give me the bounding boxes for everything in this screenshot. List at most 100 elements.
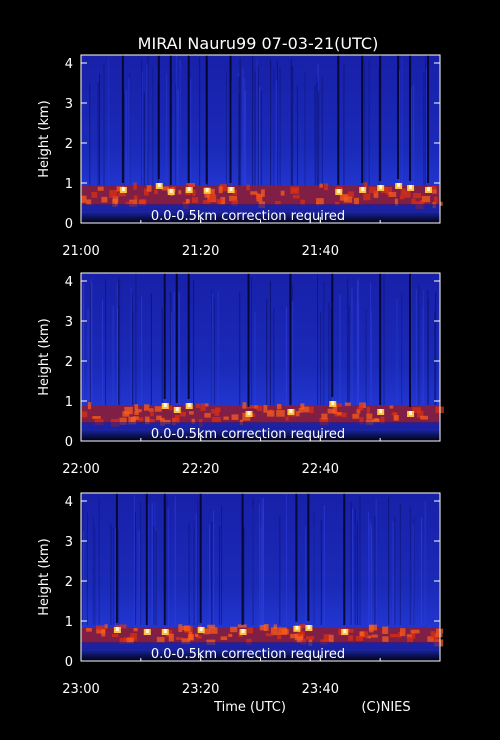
boundary-layer-speck — [292, 195, 300, 199]
boundary-layer-speck — [373, 190, 379, 198]
boundary-layer-speck — [87, 402, 92, 410]
boundary-layer-speck — [114, 624, 120, 629]
boundary-layer-speck — [223, 416, 229, 420]
boundary-layer-speck — [319, 183, 323, 188]
boundary-layer-speck — [216, 199, 222, 204]
boundary-layer-speck — [130, 633, 138, 641]
boundary-layer-speck — [359, 417, 364, 425]
boundary-layer-speck — [96, 629, 106, 634]
cloud-top-core — [163, 403, 167, 407]
boundary-layer-speck — [263, 405, 268, 413]
boundary-layer-speck — [220, 197, 226, 205]
boundary-layer-speck — [270, 627, 278, 636]
boundary-layer-speck — [144, 416, 150, 425]
cloud-top-core — [115, 627, 119, 631]
boundary-layer-speck — [309, 406, 314, 414]
boundary-layer-speck — [388, 191, 397, 197]
boundary-layer-speck — [285, 416, 289, 421]
boundary-layer-speck — [300, 199, 305, 205]
boundary-layer-speck — [82, 411, 88, 418]
boundary-layer-speck — [219, 183, 227, 192]
cloud-top-core — [397, 183, 401, 187]
boundary-layer-speck — [149, 408, 154, 412]
boundary-layer-speck — [185, 198, 190, 204]
boundary-layer-speck — [112, 195, 119, 203]
y-tick-label: 4 — [65, 275, 73, 290]
boundary-layer-speck — [144, 404, 150, 411]
boundary-layer-speck — [194, 633, 199, 637]
boundary-layer-speck — [183, 625, 191, 632]
boundary-layer-speck — [276, 410, 285, 417]
correction-annotation: 0.0-0.5km correction required — [151, 427, 345, 442]
boundary-layer-speck — [347, 191, 354, 198]
cloud-top-core — [379, 185, 383, 189]
boundary-layer-speck — [399, 195, 405, 200]
boundary-layer-speck — [364, 631, 368, 638]
cloud-top-core — [307, 625, 311, 629]
boundary-layer-speck — [208, 193, 216, 202]
cloud-top-core — [295, 625, 299, 630]
boundary-layer-speck — [150, 410, 154, 417]
boundary-layer-speck — [391, 412, 398, 416]
boundary-layer-speck — [316, 198, 324, 205]
boundary-layer-speck — [300, 638, 307, 645]
boundary-layer-speck — [371, 634, 378, 638]
boundary-layer-speck — [214, 410, 220, 416]
cloud-top-core — [163, 629, 167, 633]
boundary-layer-speck — [178, 624, 183, 633]
boundary-layer-speck — [207, 624, 216, 629]
boundary-layer-speck — [231, 199, 238, 206]
boundary-layer-speck — [389, 633, 398, 638]
cloud-top-core — [229, 187, 233, 191]
correction-annotation: 0.0-0.5km correction required — [151, 647, 345, 662]
x-tick-label: 21:20 — [182, 244, 219, 259]
boundary-layer-speck — [81, 195, 87, 203]
cloud-top-core — [187, 403, 191, 407]
boundary-layer-speck — [416, 410, 424, 418]
x-tick-label: 23:20 — [182, 682, 219, 697]
boundary-layer-speck — [259, 625, 267, 631]
boundary-layer-speck — [91, 192, 98, 198]
boundary-layer-speck — [163, 419, 171, 425]
boundary-layer-speck — [138, 199, 147, 206]
boundary-layer-speck — [179, 411, 186, 417]
boundary-layer-speck — [114, 199, 118, 207]
y-tick-label: 1 — [65, 615, 73, 630]
boundary-layer-speck — [368, 624, 378, 631]
boundary-layer-speck — [204, 412, 211, 418]
y-axis-label: Height (km) — [37, 100, 52, 177]
cloud-top-core — [205, 187, 209, 192]
near-surface-band — [81, 204, 440, 211]
boundary-layer-speck — [334, 201, 340, 206]
boundary-layer-speck — [133, 195, 138, 201]
boundary-layer-speck — [323, 634, 331, 642]
boundary-layer-speck — [434, 633, 443, 638]
boundary-layer-speck — [211, 408, 215, 414]
boundary-layer-speck — [324, 183, 329, 191]
y-axis-label: Height (km) — [37, 538, 52, 615]
y-tick-label: 2 — [65, 137, 73, 152]
boundary-layer-speck — [146, 185, 152, 192]
cloud-top-core — [331, 401, 335, 405]
boundary-layer-speck — [119, 638, 126, 645]
boundary-layer-speck — [118, 192, 126, 197]
boundary-layer-speck — [300, 634, 304, 639]
boundary-layer-speck — [380, 187, 388, 194]
boundary-layer-speck — [363, 193, 371, 201]
boundary-layer-speck — [191, 197, 199, 203]
boundary-layer-speck — [101, 196, 108, 203]
boundary-layer-speck — [394, 198, 398, 206]
boundary-layer-speck — [228, 633, 233, 637]
cloud-top-core — [175, 407, 179, 411]
boundary-layer-speck — [290, 186, 300, 195]
boundary-layer-speck — [185, 182, 194, 187]
cloud-top-core — [409, 185, 413, 189]
boundary-layer-speck — [356, 409, 361, 414]
cloud-top-core — [289, 409, 293, 413]
boundary-layer-speck — [205, 403, 209, 407]
y-tick-label: 3 — [65, 315, 73, 330]
boundary-layer-speck — [188, 411, 194, 415]
y-tick-label: 2 — [65, 355, 73, 370]
figure-title: MIRAI Nauru99 07-03-21(UTC) — [138, 34, 379, 53]
boundary-layer-speck — [305, 636, 315, 640]
